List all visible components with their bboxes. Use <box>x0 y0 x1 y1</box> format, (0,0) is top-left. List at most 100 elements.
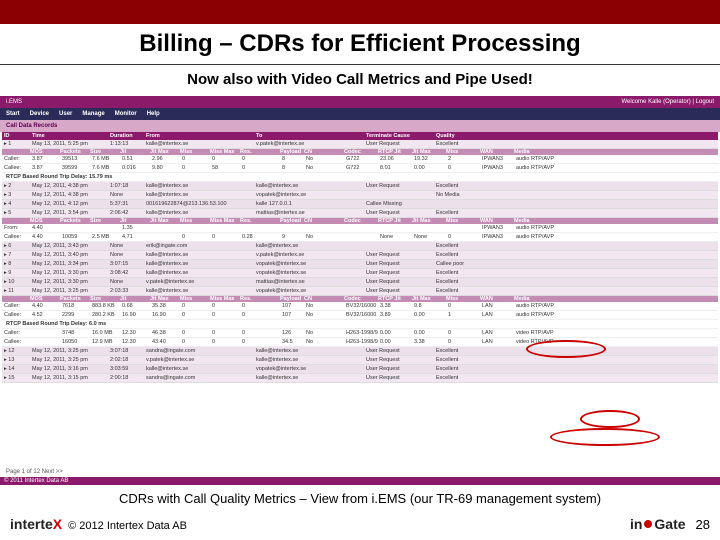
cell-to: vopatek@intertex.se <box>254 287 364 295</box>
cell-id: ▸ 5 <box>2 209 30 217</box>
hdr-to[interactable]: To <box>254 132 364 140</box>
cell-from: kalle@intertex.se <box>144 269 254 277</box>
cell-dur: 2:03:33 <box>108 287 144 295</box>
cell-from: kalle@intertex.se <box>144 191 254 199</box>
cell-dur: 1:07:18 <box>108 182 144 190</box>
cell-time: May 12, 2011, 3:30 pm <box>30 278 108 286</box>
cell-time: May 13, 2011, 5:25 pm <box>30 140 108 148</box>
cell-to: vopatek@intertex.se <box>254 269 364 277</box>
cell-qual: Excellent <box>434 209 470 217</box>
cell-term: User Request <box>364 347 434 355</box>
table-row[interactable]: ▸ 13 May 12, 2011, 3:25 pm 2:02:18 v.pat… <box>2 356 718 365</box>
iems-app: i.EMS Welcome Kalle (Operator) | Logout … <box>0 96 720 485</box>
hdr-dur[interactable]: Duration <box>108 132 144 140</box>
table-row[interactable]: ▸ 14 May 12, 2011, 3:16 pm 3:03:59 kalle… <box>2 365 718 374</box>
cell-to: kalle@intertex.se <box>254 242 364 250</box>
hdr-term[interactable]: Terminate Cause <box>364 132 434 140</box>
cell-dur: None <box>108 191 144 199</box>
cell-qual: Excellent <box>434 140 470 148</box>
cell-dur: 5:37:31 <box>108 200 144 208</box>
cell-qual: Excellent <box>434 251 470 259</box>
cell-time: May 12, 2011, 3:54 pm <box>30 209 108 217</box>
cell-dur: 2:00:18 <box>108 374 144 382</box>
menu-monitor[interactable]: Monitor <box>115 111 137 117</box>
table-row[interactable]: ▸ 8 May 12, 2011, 3:34 pm 3:07:15 kalle@… <box>2 260 718 269</box>
app-brand: i.EMS <box>6 99 22 105</box>
cell-term <box>364 191 434 199</box>
table-row[interactable]: ▸ 15 May 12, 2011, 3:15 pm 2:00:18 sandr… <box>2 374 718 383</box>
cell-dur: 3:07:15 <box>108 260 144 268</box>
rtcp-delay: RTCP Based Round Trip Delay: 6.0 ms <box>2 320 718 329</box>
cell-time: May 12, 2011, 3:40 pm <box>30 251 108 259</box>
cell-dur: 2:06:42 <box>108 209 144 217</box>
cell-id: ▸ 13 <box>2 356 30 364</box>
cell-qual: Excellent <box>434 356 470 364</box>
cell-from: 001619622874@213.136.53.100 <box>144 200 254 208</box>
cell-time: May 12, 2011, 3:34 pm <box>30 260 108 268</box>
sub-row: Caller: 3748 16.0 MB 12.30 46.38 0 0 0 1… <box>2 329 718 338</box>
cell-to: kalle@intertex.se <box>254 374 364 382</box>
cell-from: kalle@intertex.se <box>144 209 254 217</box>
hdr-from[interactable]: From <box>144 132 254 140</box>
cell-id: ▸ 14 <box>2 365 30 373</box>
table-row[interactable]: ▸ 3 May 12, 2011, 4:38 pm None kalle@int… <box>2 191 718 200</box>
cell-from: kalle@intertex.se <box>144 260 254 268</box>
cell-qual: Excellent <box>434 278 470 286</box>
cell-from: kalle@intertex.se <box>144 251 254 259</box>
cell-term: User Request <box>364 278 434 286</box>
cell-from: sandra@ingate.com <box>144 347 254 355</box>
table-row[interactable]: ▸ 12 May 12, 2011, 3:25 pm 3:07:18 sandr… <box>2 347 718 356</box>
slide-footer: interteX © 2012 Intertex Data AB inGate … <box>0 512 720 540</box>
cell-from: sandra@ingate.com <box>144 374 254 382</box>
cell-to: vopatek@intertex.se <box>254 191 364 199</box>
cell-qual: Callee poor <box>434 260 470 268</box>
menu-start[interactable]: Start <box>6 111 20 117</box>
cell-from: kalle@intertex.se <box>144 140 254 148</box>
cell-id: ▸ 2 <box>2 182 30 190</box>
cell-to: v.patek@intertex.se <box>254 251 364 259</box>
table-row[interactable]: ▸ 10 May 12, 2011, 3:30 pm None v.patek@… <box>2 278 718 287</box>
table-row[interactable]: ▸ 7 May 12, 2011, 3:40 pm None kalle@int… <box>2 251 718 260</box>
pager[interactable]: Page 1 of 12 Next >> <box>0 467 720 477</box>
hdr-time[interactable]: Time <box>30 132 108 140</box>
table-row[interactable]: ▸ 9 May 12, 2011, 3:30 pm 3:08:42 kalle@… <box>2 269 718 278</box>
intertex-logo: interteX <box>10 516 62 532</box>
table-row[interactable]: ▸ 6 May 12, 2011, 3:43 pm None erik@inga… <box>2 242 718 251</box>
cell-term: User Request <box>364 182 434 190</box>
table-row[interactable]: ▸ 4 May 12, 2011, 4:12 pm 5:37:31 001619… <box>2 200 718 209</box>
cell-id: ▸ 15 <box>2 374 30 382</box>
table-row[interactable]: ▸ 5 May 12, 2011, 3:54 pm 2:06:42 kalle@… <box>2 209 718 218</box>
cell-to: kalle 127.0.0.1 <box>254 200 364 208</box>
accent-bar <box>0 0 720 24</box>
app-welcome[interactable]: Welcome Kalle (Operator) | Logout <box>622 99 715 105</box>
cell-time: May 12, 2011, 3:25 pm <box>30 347 108 355</box>
table-row[interactable]: ▸ 2 May 12, 2011, 4:38 pm 1:07:18 kalle@… <box>2 182 718 191</box>
cell-dur: None <box>108 251 144 259</box>
cell-time: May 12, 2011, 4:38 pm <box>30 191 108 199</box>
cell-id: ▸ 12 <box>2 347 30 355</box>
menu-help[interactable]: Help <box>147 111 160 117</box>
hdr-qual[interactable]: Quality <box>434 132 470 140</box>
cell-qual: Excellent <box>434 374 470 382</box>
cdr-grid: ID Time Duration From To Terminate Cause… <box>0 132 720 467</box>
slide-caption: CDRs with Call Quality Metrics – View fr… <box>0 485 720 512</box>
cell-to: mattias@intertex.se <box>254 278 364 286</box>
cell-term: User Request <box>364 209 434 217</box>
menu-manage[interactable]: Manage <box>82 111 104 117</box>
cell-to: v.patek@intertex.se <box>254 140 364 148</box>
hdr-id[interactable]: ID <box>2 132 30 140</box>
cell-dur: None <box>108 278 144 286</box>
cell-from: v.patek@intertex.se <box>144 278 254 286</box>
cell-time: May 12, 2011, 3:30 pm <box>30 269 108 277</box>
table-row[interactable]: ▸ 11 May 12, 2011, 3:25 pm 2:03:33 kalle… <box>2 287 718 296</box>
sub-row: Callee: 3.87 39599 7.6 MB 0.016 9.80 0 5… <box>2 164 718 173</box>
ingate-logo: inGate <box>630 516 686 532</box>
cell-to: kalle@intertex.se <box>254 347 364 355</box>
menu-device[interactable]: Device <box>30 111 49 117</box>
cell-from: v.patek@intertex.se <box>144 356 254 364</box>
cell-id: ▸ 9 <box>2 269 30 277</box>
table-row[interactable]: ▸ 1 May 13, 2011, 5:25 pm 1:13:13 kalle@… <box>2 140 718 149</box>
menu-user[interactable]: User <box>59 111 72 117</box>
cell-qual: Excellent <box>434 242 470 250</box>
cell-qual: Excellent <box>434 365 470 373</box>
